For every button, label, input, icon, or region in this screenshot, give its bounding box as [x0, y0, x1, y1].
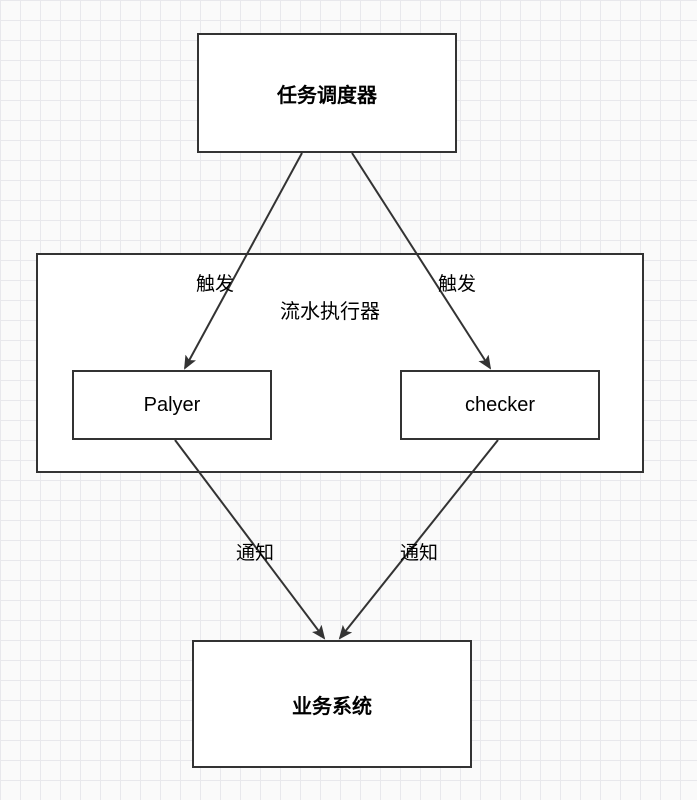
player-label: Palyer — [144, 394, 201, 417]
checker-label: checker — [465, 394, 535, 417]
checker-node: checker — [400, 370, 600, 440]
scheduler-label: 任务调度器 — [277, 79, 377, 108]
scheduler-node: 任务调度器 — [197, 33, 457, 153]
executor-container — [36, 253, 644, 473]
executor-label: 流水执行器 — [280, 295, 380, 324]
edge-label-trigger-2: 触发 — [438, 269, 476, 296]
edge-label-trigger-1: 触发 — [196, 269, 234, 296]
edge-label-notify-1: 通知 — [236, 538, 274, 565]
business-label: 业务系统 — [292, 690, 372, 719]
business-node: 业务系统 — [192, 640, 472, 768]
edge-label-notify-2: 通知 — [400, 538, 438, 565]
player-node: Palyer — [72, 370, 272, 440]
